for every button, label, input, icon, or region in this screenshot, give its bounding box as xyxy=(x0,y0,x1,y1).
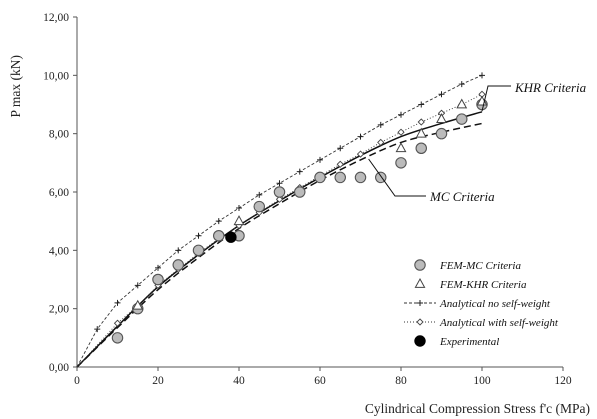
data-point xyxy=(296,168,303,175)
data-point xyxy=(435,127,448,140)
legend-item: Analytical no self-weight xyxy=(404,298,551,310)
data-point xyxy=(175,247,182,254)
data-point xyxy=(195,232,202,239)
data-point xyxy=(418,101,425,108)
legend-label: Analytical with self-weight xyxy=(439,317,559,329)
data-point xyxy=(398,111,404,118)
legend-marker xyxy=(414,335,426,347)
data-point xyxy=(458,81,465,88)
data-point xyxy=(213,230,225,242)
x-axis-title: Cylindrical Compression Stress f'c (MPa) xyxy=(365,401,590,416)
data-point xyxy=(113,319,122,327)
legend-item: Analytical with self-weight xyxy=(404,317,559,329)
data-point xyxy=(114,299,121,306)
x-tick-label: 60 xyxy=(314,375,326,387)
data-point xyxy=(357,133,364,140)
data-point xyxy=(436,113,447,123)
series-fem-mc-criteria xyxy=(111,98,488,344)
data-point xyxy=(276,180,283,187)
legend-item: FEM-MC Criteria xyxy=(414,259,521,272)
data-point xyxy=(236,205,242,212)
data-point xyxy=(377,138,385,147)
data-point xyxy=(456,98,468,109)
x-tick-label: 0 xyxy=(74,375,80,387)
y-tick-label: 6,00 xyxy=(49,187,69,199)
annotation-leader-mc xyxy=(368,158,426,197)
data-point xyxy=(132,299,144,310)
data-point xyxy=(192,244,205,257)
data-point xyxy=(134,282,141,289)
series-mc-criteria xyxy=(76,122,483,368)
series-layer xyxy=(76,72,488,368)
y-tick-label: 0,00 xyxy=(49,362,69,374)
y-tick-label: 4,00 xyxy=(49,245,69,257)
legend-label: Analytical no self-weight xyxy=(439,298,551,310)
data-point xyxy=(233,215,245,226)
legend-marker xyxy=(416,318,424,326)
y-axis-title: P max (kN) xyxy=(8,55,23,118)
data-point xyxy=(415,142,427,155)
series-analytical-no-self-weight xyxy=(76,72,485,368)
y-axis-ticks: 0,00 2,00 4,00 6,00 8,00 10,00 12,00 xyxy=(43,12,77,374)
x-tick-label: 100 xyxy=(473,375,491,387)
data-point xyxy=(111,332,124,344)
x-axis-ticks: 0 20 40 60 80 100 120 xyxy=(74,367,572,387)
legend-marker xyxy=(417,300,423,306)
annotation-mc-criteria: MC Criteria xyxy=(429,189,495,204)
annotation-leader-khr xyxy=(481,85,511,112)
x-tick-label: 120 xyxy=(554,375,572,387)
data-point xyxy=(334,171,346,184)
y-tick-label: 12,00 xyxy=(43,12,69,24)
legend-item: Experimental xyxy=(414,335,499,348)
data-point xyxy=(152,273,164,286)
data-point xyxy=(415,127,427,138)
data-point xyxy=(354,171,367,184)
legend-label: FEM-MC Criteria xyxy=(439,260,521,272)
data-point xyxy=(275,195,284,203)
data-point xyxy=(225,231,237,243)
legend-marker xyxy=(414,277,426,288)
data-point xyxy=(293,186,306,198)
data-point xyxy=(377,121,384,128)
data-point xyxy=(417,118,425,126)
data-point xyxy=(273,186,286,198)
annotation-khr-criteria: KHR Criteria xyxy=(514,80,587,95)
y-tick-label: 2,00 xyxy=(49,304,69,316)
data-point xyxy=(314,171,326,184)
data-point xyxy=(356,150,365,158)
series-line-mc-criteria xyxy=(76,122,483,368)
data-point xyxy=(479,72,485,79)
x-tick-label: 40 xyxy=(233,375,245,387)
data-point xyxy=(337,145,344,152)
legend-item: FEM-KHR Criteria xyxy=(414,277,527,291)
x-tick-label: 20 xyxy=(152,375,164,387)
y-tick-label: 10,00 xyxy=(43,70,69,82)
data-point xyxy=(215,218,222,225)
data-point xyxy=(395,157,407,169)
data-point xyxy=(253,200,266,213)
data-point xyxy=(395,142,407,153)
data-point xyxy=(172,259,185,271)
data-point xyxy=(317,156,323,163)
y-tick-label: 8,00 xyxy=(49,129,69,141)
legend-marker xyxy=(414,259,426,271)
x-tick-label: 80 xyxy=(395,375,407,387)
data-point xyxy=(397,128,405,136)
data-point xyxy=(336,160,344,168)
legend-label: FEM-KHR Criteria xyxy=(439,279,527,291)
data-point xyxy=(438,91,445,98)
annotations: KHR Criteria MC Criteria xyxy=(368,80,587,204)
legend: FEM-MC Criteria FEM-KHR Criteria Analytica… xyxy=(404,259,559,348)
data-point xyxy=(94,326,101,333)
data-point xyxy=(155,264,161,271)
legend-label: Experimental xyxy=(439,336,499,348)
data-point xyxy=(256,191,263,198)
series-experimental xyxy=(225,231,237,243)
data-point xyxy=(455,113,468,125)
